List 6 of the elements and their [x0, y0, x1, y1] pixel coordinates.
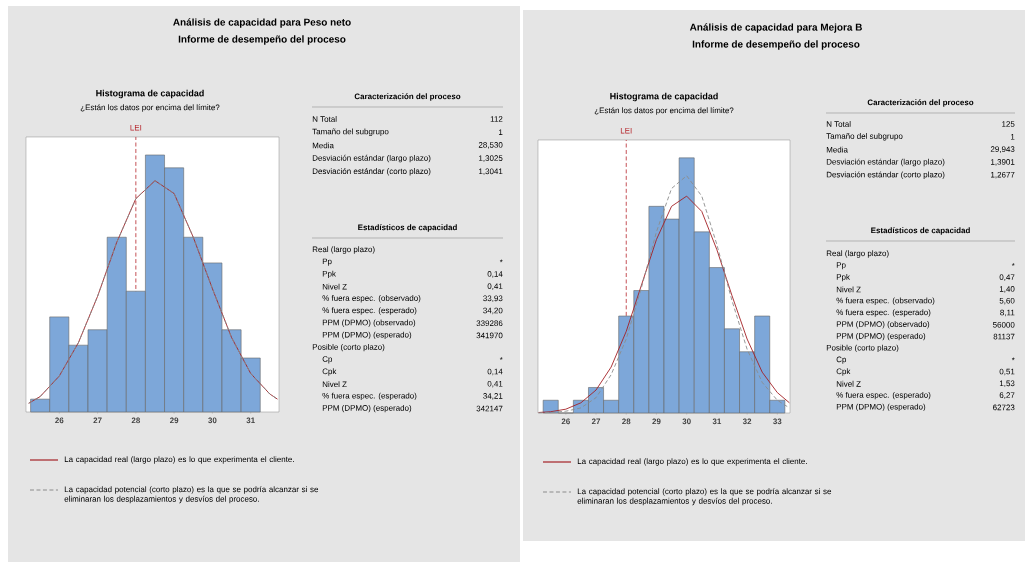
text: Análisis de capacidad para Mejora B	[689, 23, 862, 33]
chart-title: Histograma de capacidad	[610, 92, 718, 102]
chart-title: Histograma de capacidad	[96, 89, 204, 99]
text: Análisis de capacidad para Peso neto	[173, 18, 351, 28]
text: Informe de desempeño del proceso	[692, 40, 860, 50]
text: Informe de desempeño del proceso	[178, 35, 346, 45]
